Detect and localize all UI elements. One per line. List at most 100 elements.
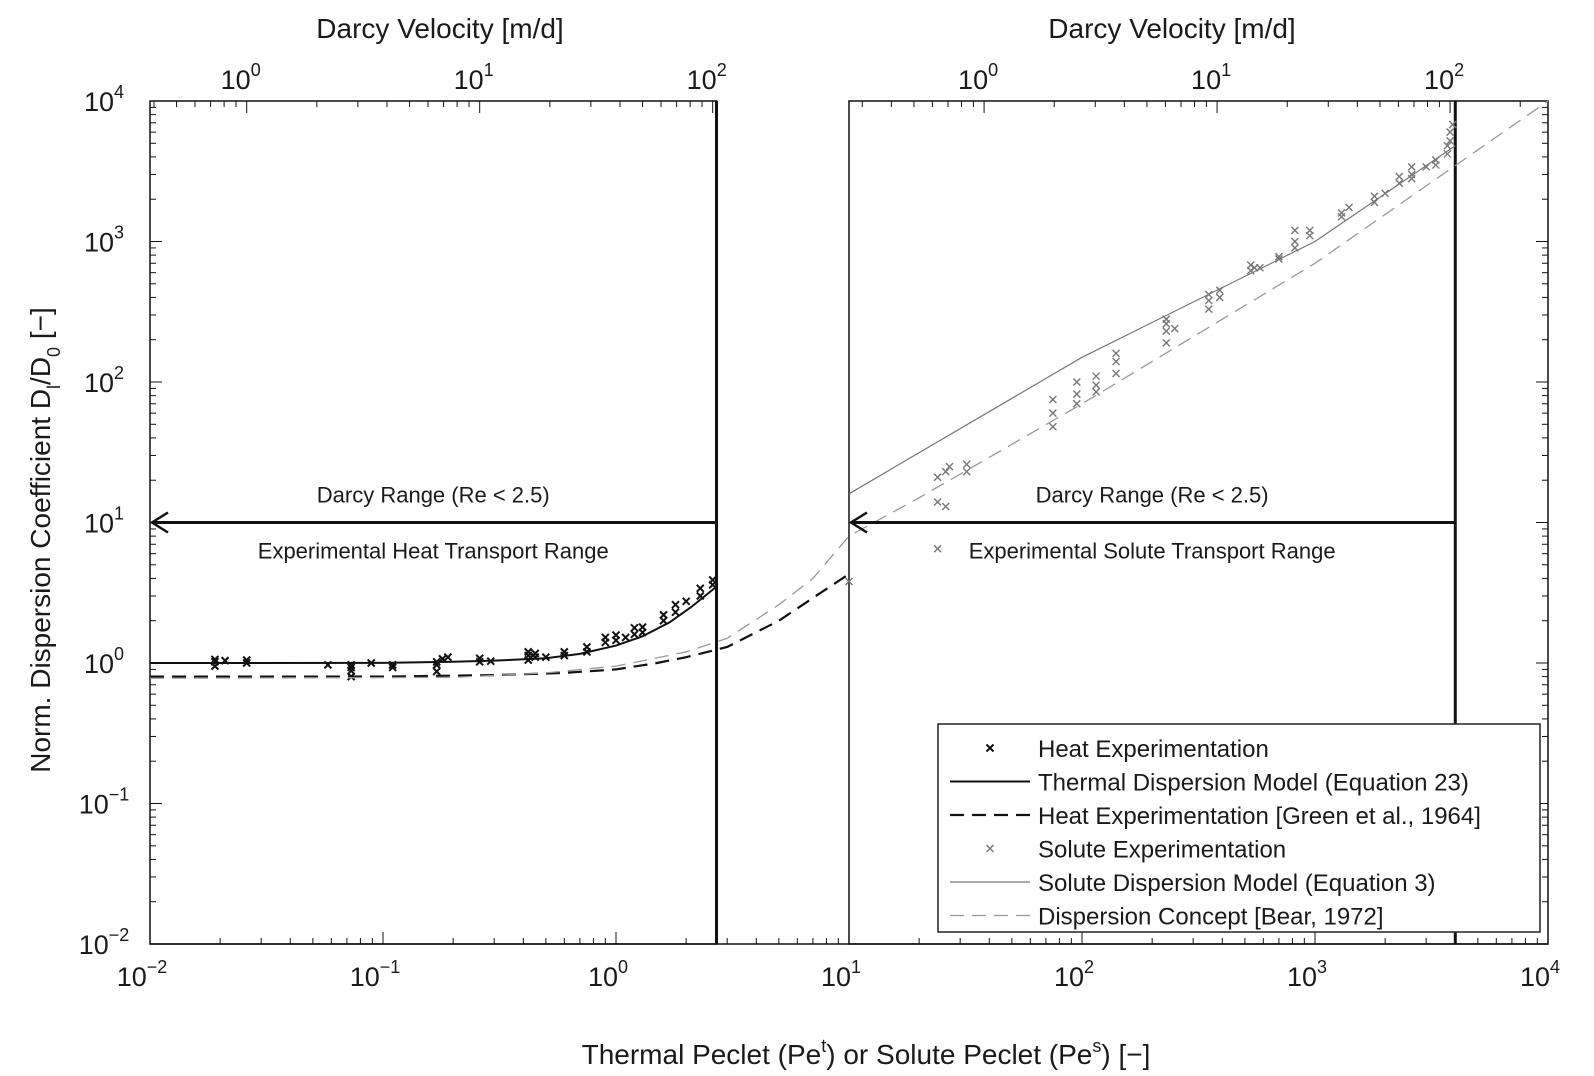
data-point	[1112, 357, 1121, 366]
data-point	[1092, 372, 1101, 381]
data-point	[621, 633, 630, 642]
data-point	[1072, 399, 1081, 408]
legend-box	[937, 723, 1541, 933]
legend-label: Dispersion Concept [Bear, 1972]	[1038, 904, 1384, 931]
data-point	[1170, 324, 1179, 333]
data-point	[1290, 237, 1299, 246]
range-arrow-head-solute	[848, 511, 868, 534]
data-point	[530, 649, 540, 658]
top-tick-label: 100	[958, 60, 998, 95]
data-point	[1337, 208, 1346, 217]
x-tick-label: 102	[1054, 957, 1094, 992]
data-point	[210, 655, 220, 664]
legend-item-1: Thermal Dispersion Model (Equation 23)	[950, 770, 1469, 797]
y-tick-label: 10−1	[79, 785, 130, 820]
x-tick-label: 100	[588, 957, 628, 992]
x-axis-title-a-sup: t	[821, 1036, 826, 1056]
data-point	[1092, 387, 1101, 396]
data-point	[1072, 378, 1081, 386]
top-axis-title-right: Darcy Velocity [m/d]	[1048, 13, 1295, 44]
data-point	[1246, 261, 1255, 270]
data-point	[962, 467, 971, 476]
x-axis-title: Thermal Peclet (Pet) or Solute Peclet (P…	[582, 1036, 1151, 1070]
data-point	[1072, 390, 1081, 399]
data-point	[1204, 305, 1213, 314]
data-point	[524, 647, 533, 657]
data-point	[696, 584, 705, 593]
y-tick-label: 10−2	[79, 925, 130, 960]
x-axis-title-b: ) or Solute Peclet (Pe	[826, 1039, 1092, 1070]
data-point	[1112, 349, 1121, 358]
data-point	[845, 577, 853, 586]
data-point	[681, 597, 691, 606]
transport-range-label-heat: Experimental Heat Transport Range	[258, 539, 609, 564]
data-point	[582, 642, 592, 652]
data-point	[708, 575, 717, 585]
legend-item-3: Solute Experimentation	[986, 837, 1286, 864]
data-point	[541, 652, 551, 662]
y-tick-label: 104	[84, 82, 124, 117]
x-axis-title-b-sup: s	[1092, 1036, 1101, 1056]
legend: Heat Experimentation Thermal Dispersion M…	[937, 723, 1541, 933]
darcy-range-label-heat: Darcy Range (Re < 2.5)	[317, 483, 550, 508]
data-point	[1446, 136, 1455, 145]
data-point	[1305, 226, 1314, 235]
data-point	[1048, 422, 1057, 431]
darcy-range-label-solute: Darcy Range (Re < 2.5)	[1036, 483, 1269, 508]
x-axis-title-c: ) [−]	[1101, 1039, 1150, 1070]
data-point	[933, 473, 942, 482]
y-axis-title-b: /D	[25, 357, 56, 385]
x-tick-label: 10−1	[350, 957, 401, 992]
data-point	[933, 544, 942, 553]
data-point	[443, 652, 453, 662]
series-line	[150, 573, 850, 678]
y-tick-label: 102	[84, 363, 124, 398]
top-tick-label: 100	[221, 60, 261, 95]
legend-label: Heat Experimentation [Green et al., 1964…	[1038, 803, 1481, 830]
legend-label: Thermal Dispersion Model (Equation 23)	[1038, 770, 1469, 797]
data-point	[611, 630, 621, 640]
data-point	[560, 647, 569, 657]
data-point	[1092, 381, 1101, 390]
data-point	[1162, 338, 1171, 347]
data-point	[1204, 296, 1213, 305]
series-layer	[149, 100, 1549, 681]
data-point	[601, 633, 610, 642]
legend-item-4: Solute Dispersion Model (Equation 3)	[950, 870, 1436, 897]
y-axis-title-a-sub: l	[44, 385, 64, 389]
series-1	[149, 585, 718, 664]
y-axis-title-b-sub: 0	[44, 347, 64, 357]
legend-item-2: Heat Experimentation [Green et al., 1964…	[950, 803, 1481, 830]
x-tick-label: 10−2	[117, 957, 168, 992]
y-axis-title: Norm. Dispersion Coefficient Dl/D0 [−]	[25, 307, 64, 773]
data-point	[1112, 369, 1121, 378]
legend-marker	[985, 743, 995, 753]
x-tick-label: 103	[1287, 957, 1327, 992]
series-4	[848, 145, 1456, 495]
legend-item-0: Heat Experimentation	[985, 736, 1269, 763]
transport-range-label-solute: Experimental Solute Transport Range	[969, 539, 1336, 564]
top-axis-title-left: Darcy Velocity [m/d]	[316, 13, 563, 44]
data-point	[1448, 120, 1457, 129]
series-line	[848, 145, 1456, 495]
top-tick-label: 101	[1191, 60, 1231, 95]
annotation-layer: Darcy Range (Re < 2.5) Experimental Heat …	[149, 483, 1456, 564]
legend-item-5: Dispersion Concept [Bear, 1972]	[950, 904, 1384, 931]
legend-marker	[986, 844, 994, 853]
data-point	[1407, 162, 1416, 171]
data-point	[432, 667, 441, 676]
data-point	[659, 610, 668, 620]
data-point	[630, 630, 639, 639]
data-point	[630, 623, 639, 633]
data-point	[933, 497, 942, 506]
data-point	[638, 622, 647, 632]
data-point	[1162, 327, 1171, 336]
x-tick-label: 101	[821, 957, 861, 992]
data-point	[1290, 226, 1299, 235]
series-line	[149, 100, 1549, 679]
series-line	[149, 585, 718, 664]
tick-layer: 10−2 10−1 100 101 102 103 104 10−2 10−1 100 101 102…	[79, 60, 1560, 992]
data-point	[941, 467, 950, 476]
series-2	[150, 573, 850, 678]
data-point	[1443, 141, 1452, 150]
